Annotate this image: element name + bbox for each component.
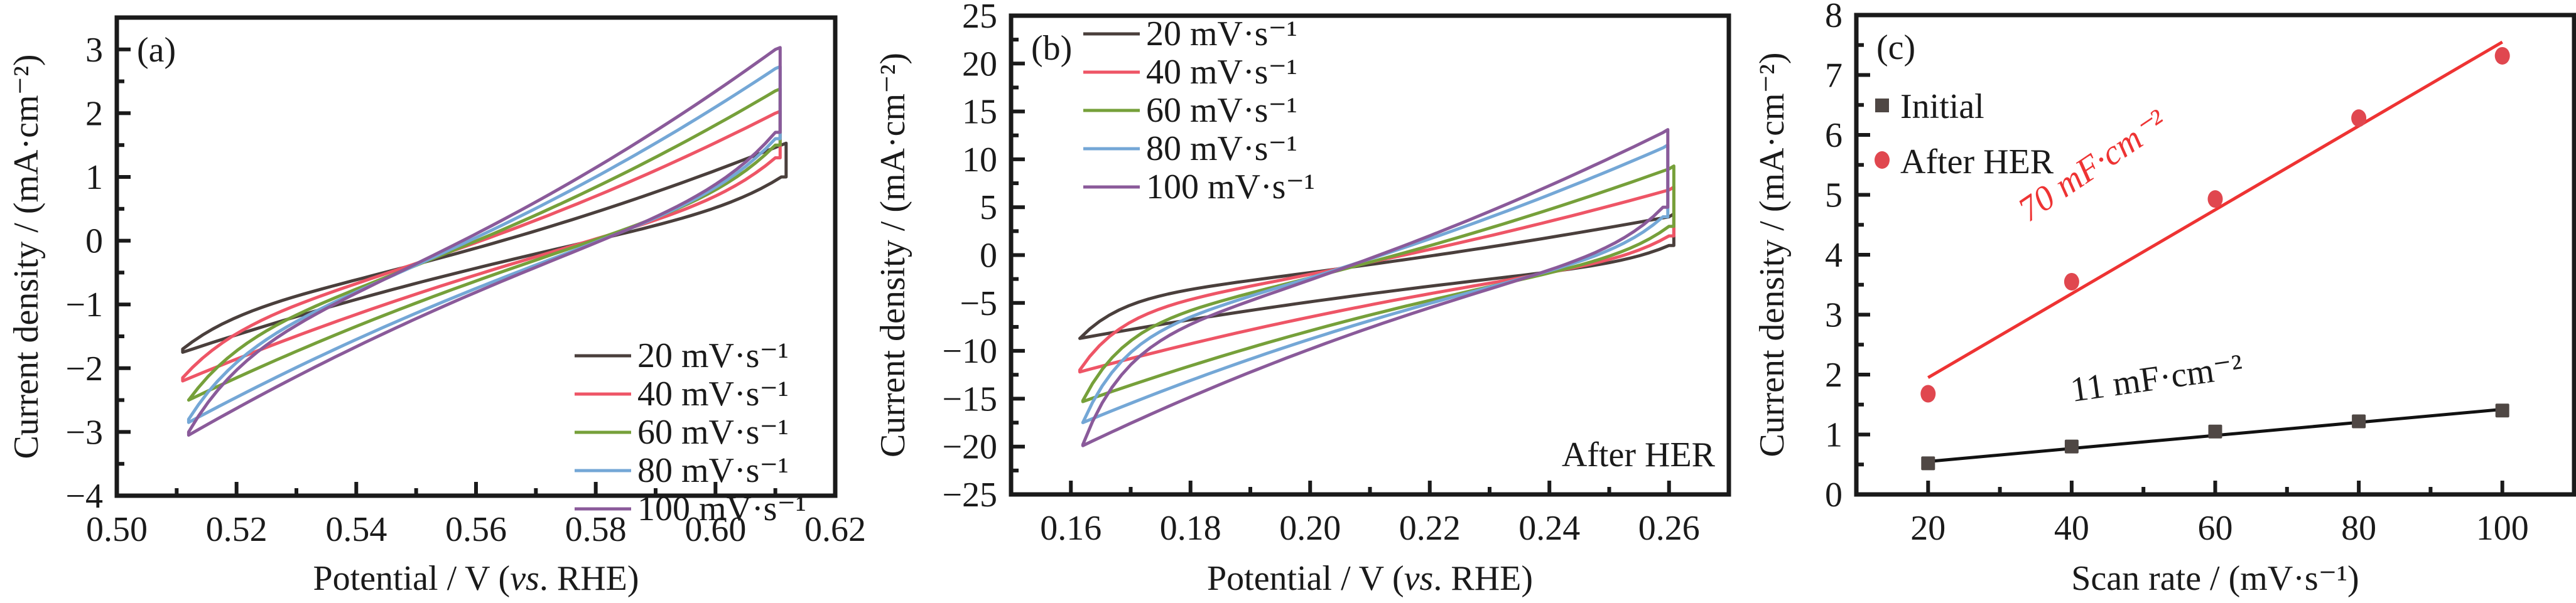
cv-curve-40: [1078, 185, 1675, 374]
y-axis-title: Current density / (mA·cm⁻²): [7, 54, 46, 459]
y-tick-label: 2: [85, 94, 103, 133]
x-tick-label: 40: [2054, 509, 2089, 548]
panel-label: (c): [1876, 28, 1915, 67]
x-axis-title: Potential / V (vs. RHE): [1207, 559, 1533, 598]
legend-label-initial: Initial: [1900, 87, 1984, 126]
legend-label: 80 mV·s⁻¹: [1146, 129, 1297, 168]
y-tick-label: 8: [1825, 0, 1843, 35]
y-tick-label: −10: [942, 332, 997, 371]
legend-label: 60 mV·s⁻¹: [637, 413, 789, 452]
data-point-after-her: [2207, 190, 2223, 208]
y-tick-label: −15: [942, 380, 997, 419]
y-tick-label: 1: [85, 158, 103, 197]
y-tick-label: 1: [1825, 416, 1843, 455]
x-tick-label: 80: [2341, 509, 2376, 548]
y-axis-title: Current density / (mA·cm⁻²): [874, 53, 912, 457]
x-tick-label: 0.24: [1518, 509, 1580, 548]
x-tick-label: 0.26: [1638, 509, 1700, 548]
y-axis-title: Current density / (mA·cm⁻²): [1753, 52, 1792, 457]
y-tick-label: −5: [960, 284, 997, 323]
legend-label: 100 mV·s⁻¹: [1146, 168, 1315, 206]
legend-label: 20 mV·s⁻¹: [1146, 14, 1297, 53]
x-tick-label: 0.62: [804, 510, 866, 549]
legend-label: 20 mV·s⁻¹: [637, 336, 789, 375]
after-her-annotation: After HER: [1562, 435, 1716, 474]
data-point-initial: [2064, 439, 2079, 454]
y-tick-label: 0: [980, 237, 997, 275]
x-tick-label: 0.22: [1399, 509, 1461, 548]
y-tick-label: 4: [1825, 236, 1843, 275]
y-tick-label: 20: [962, 45, 997, 83]
data-point-initial: [1921, 456, 1935, 471]
data-point-initial: [2352, 414, 2366, 429]
panel-label: (b): [1031, 29, 1072, 68]
panel-a: 0.50 0.52 0.54 0.56 0.58 0.60 0.62 −4 −3 −2 −1 0 1 2 3…: [7, 15, 866, 598]
legend-label: 60 mV·s⁻¹: [1146, 91, 1297, 130]
cv-curve-100: [187, 46, 782, 437]
x-tick-label: 60: [2198, 509, 2233, 548]
x-axis-title-part: . RHE): [539, 559, 639, 598]
y-tick-label: 25: [962, 0, 997, 36]
data-point-initial: [2208, 424, 2222, 439]
panel-c: 20 40 60 80 100 0 1 2 3 4 5 6 7 8 Scan rate / (mV·s⁻¹)…: [1753, 0, 2576, 598]
legend-label: 80 mV·s⁻¹: [637, 451, 789, 490]
data-point-initial: [2495, 403, 2509, 418]
x-tick-label: 0.20: [1279, 509, 1341, 548]
y-tick-label: −3: [65, 413, 103, 452]
y-tick-label: 3: [1825, 296, 1843, 335]
x-tick-label: 0.50: [86, 510, 148, 549]
legend-label: 40 mV·s⁻¹: [637, 375, 789, 414]
panel-b: 0.16 0.18 0.20 0.22 0.24 0.26 −25 −20 −15 −10 −5 0 5…: [874, 0, 1731, 598]
x-axis-title: Potential / V (vs. RHE): [313, 559, 639, 598]
y-tick-label: 2: [1825, 356, 1843, 395]
legend-label-after-her: After HER: [1900, 142, 2054, 181]
y-tick-label: 5: [980, 188, 997, 227]
x-axis-title-part: . RHE): [1433, 559, 1533, 598]
legend-label: 100 mV·s⁻¹: [637, 489, 806, 528]
x-axis-title-italic: vs: [510, 559, 539, 598]
y-tick-label: 15: [962, 93, 997, 132]
y-tick-label: 5: [1825, 176, 1843, 215]
y-tick-label: 6: [1825, 116, 1843, 155]
y-tick-label: −1: [65, 285, 103, 324]
y-tick-label: −4: [65, 477, 103, 516]
x-axis-title-italic: vs: [1404, 559, 1434, 598]
x-axis-title-part: Potential / V (: [1207, 559, 1404, 598]
legend-marker-initial: [1875, 99, 1889, 112]
cv-curve-20: [181, 141, 788, 354]
y-tick-label: −20: [942, 428, 997, 467]
y-tick-label: 10: [962, 141, 997, 179]
x-tick-label: 0.18: [1160, 509, 1221, 548]
x-tick-label: 0.60: [685, 510, 746, 549]
cv-curve-100: [1081, 128, 1670, 447]
x-tick-label: 0.56: [445, 510, 507, 549]
x-tick-label: 20: [1910, 509, 1946, 548]
y-tick-label: 0: [1825, 476, 1843, 515]
data-point-after-her: [2351, 109, 2367, 127]
x-tick-label: 0.58: [565, 510, 627, 549]
x-axis-title-part: Potential / V (: [313, 559, 510, 598]
x-tick-label: 0.54: [325, 510, 387, 549]
y-tick-label: −25: [942, 476, 997, 515]
x-tick-label: 100: [2476, 509, 2529, 548]
panel-label: (a): [137, 31, 176, 70]
data-point-after-her: [1920, 385, 1936, 403]
x-tick-label: 0.16: [1040, 509, 1101, 548]
data-point-after-her: [2494, 46, 2510, 65]
x-axis-title: Scan rate / (mV·s⁻¹): [2071, 559, 2359, 598]
x-tick-label: 0.52: [206, 510, 268, 549]
fit-label-initial: 11 mF·cm⁻²: [2068, 347, 2245, 410]
y-tick-label: 0: [85, 222, 103, 261]
legend-marker-after-her: [1875, 151, 1890, 169]
y-tick-label: −2: [65, 350, 103, 388]
y-tick-label: 7: [1825, 56, 1843, 95]
fit-line-after_her: [1927, 40, 2503, 379]
y-tick-label: 3: [85, 31, 103, 70]
cv-curve-40: [181, 109, 782, 383]
legend-label: 40 mV·s⁻¹: [1146, 53, 1297, 92]
data-point-after-her: [2064, 272, 2079, 291]
